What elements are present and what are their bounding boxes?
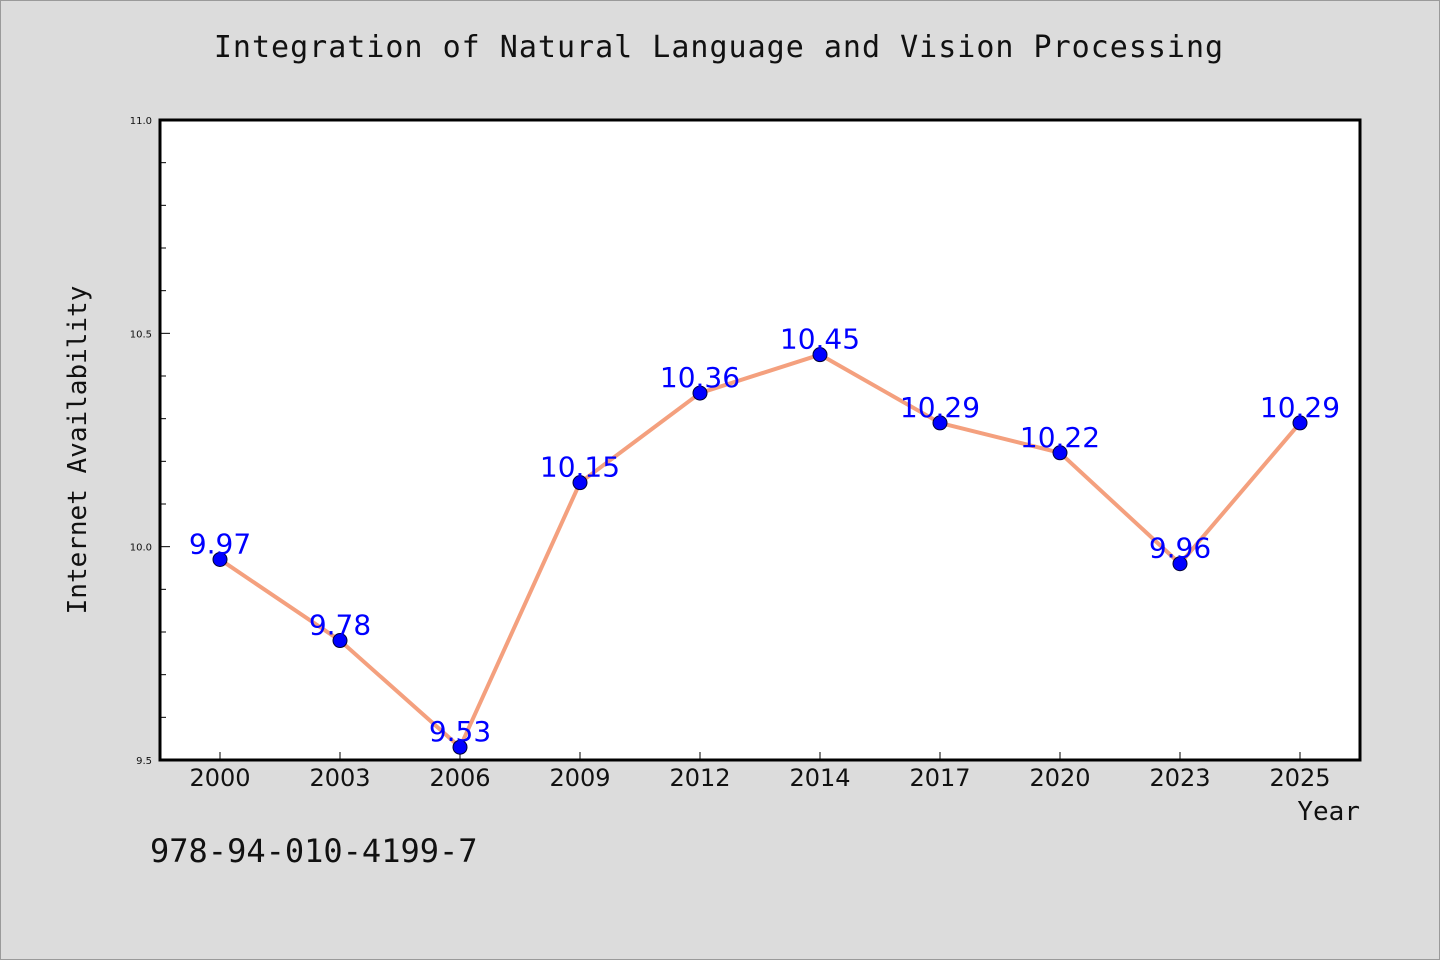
series-line — [218, 352, 1302, 750]
data-label: 10.29 — [1260, 391, 1340, 424]
data-label: 9.78 — [309, 609, 371, 642]
data-label: 10.22 — [1020, 421, 1100, 454]
x-tick-label: 2006 — [429, 764, 490, 792]
data-point — [212, 551, 228, 567]
data-label: 10.45 — [780, 323, 860, 356]
data-point — [932, 415, 948, 431]
x-tick-label: 2020 — [1029, 764, 1090, 792]
chart-title: Integration of Natural Language and Visi… — [213, 30, 1225, 65]
x-tick-label: 2012 — [669, 764, 730, 792]
data-point — [452, 739, 468, 755]
x-tick-label: 2025 — [1269, 764, 1330, 792]
x-tick-label: 2003 — [309, 764, 370, 792]
y-tick-label: 11.0 — [130, 116, 152, 127]
data-point — [812, 347, 828, 363]
footer-code: 978-94-010-4199-7 — [150, 832, 478, 870]
x-axis-title: Year — [1297, 797, 1360, 827]
data-point — [1052, 445, 1068, 461]
data-point — [1172, 556, 1188, 572]
data-label: 10.36 — [660, 361, 740, 394]
data-label: 9.96 — [1149, 532, 1211, 565]
data-label: 10.15 — [540, 451, 620, 484]
y-tick-label: 10.5 — [130, 329, 152, 340]
x-axis-ticks: 2000 2003 2006 2009 2012 2014 2017 2020 2023 2025 — [189, 752, 1331, 792]
data-point — [692, 385, 708, 401]
series-markers — [212, 347, 1308, 755]
y-tick-label: 10.0 — [130, 543, 152, 554]
data-point — [332, 633, 348, 649]
plot-border — [158, 118, 1362, 762]
data-labels: 9.97 9.78 9.53 10.15 10.36 10.45 10.29 10.22 9.9… — [189, 323, 1340, 749]
data-label: 10.29 — [900, 391, 980, 424]
x-tick-label: 2009 — [549, 764, 610, 792]
x-tick-label: 2017 — [909, 764, 970, 792]
plot-area — [160, 120, 1360, 760]
data-point — [572, 475, 588, 491]
data-label: 9.53 — [429, 715, 491, 748]
data-label: 9.97 — [189, 527, 251, 560]
data-point — [1292, 415, 1308, 431]
x-tick-label: 2023 — [1149, 764, 1210, 792]
x-tick-label: 2014 — [789, 764, 850, 792]
y-axis-title: Internet Availability — [63, 286, 93, 615]
x-tick-label: 2000 — [189, 764, 250, 792]
y-tick-label: 9.5 — [136, 756, 152, 767]
